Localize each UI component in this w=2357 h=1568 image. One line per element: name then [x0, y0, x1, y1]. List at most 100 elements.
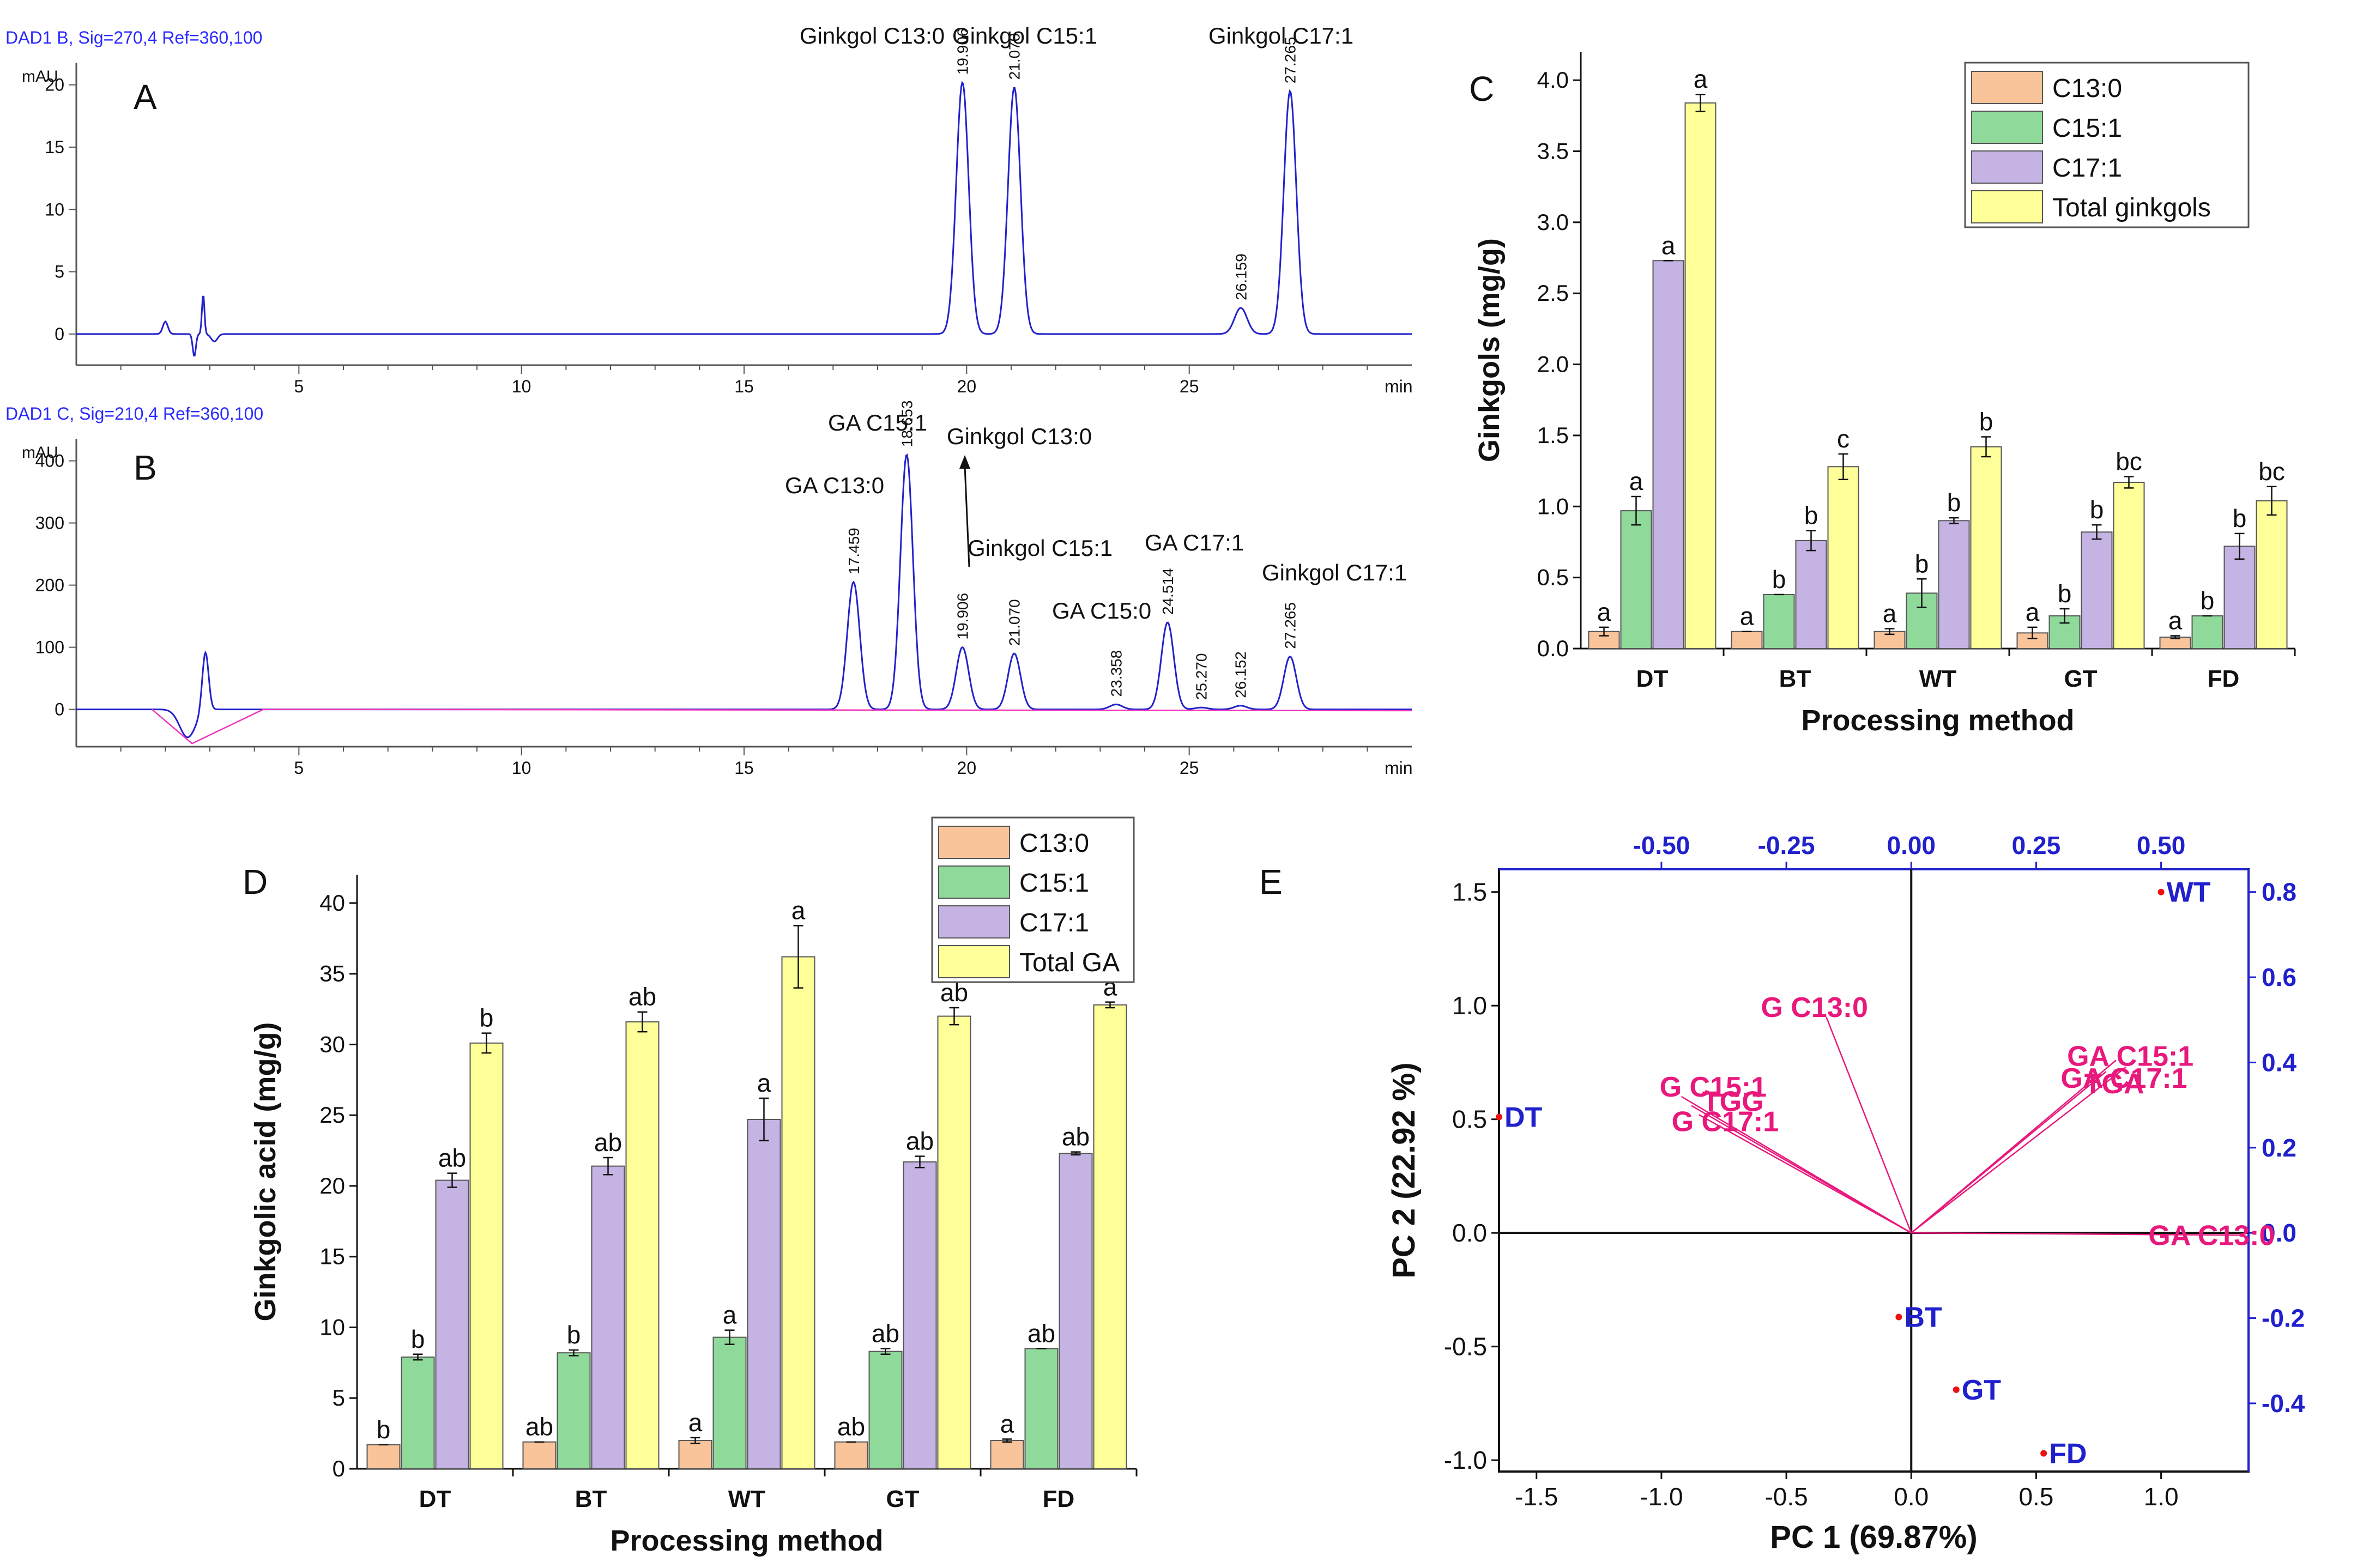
significance-letter: a: [1694, 65, 1708, 93]
loading-label: TGG: [1702, 1086, 1764, 1118]
legend-label: Total GA: [1019, 948, 1120, 977]
category-label: DT: [419, 1486, 451, 1512]
significance-letter: a: [688, 1408, 703, 1437]
legend-label: Total ginkgols: [2052, 193, 2211, 222]
peak-annotation: GA C15:1: [828, 410, 927, 435]
bar-c15-1: [401, 1356, 435, 1469]
loading-vector: [1691, 1105, 1912, 1234]
x-tick-label: -1.0: [1640, 1482, 1683, 1511]
y-tick-label: 0.0: [1537, 635, 1569, 661]
right-tick-label: -0.2: [2262, 1304, 2305, 1333]
bar-c17-1: [903, 1161, 937, 1469]
bar-c13-0: [834, 1441, 868, 1469]
significance-letter: ab: [525, 1413, 553, 1441]
peak-annotation: Ginkgol C17:1: [1262, 560, 1407, 585]
legend-label: C15:1: [1019, 869, 1089, 898]
significance-letter: b: [1979, 408, 1993, 436]
y-tick-label: 400: [35, 451, 64, 471]
significance-letter: a: [1597, 598, 1611, 626]
y-tick-label: 30: [319, 1031, 345, 1057]
ginkgols-bar-chart: 0.00.51.01.52.02.53.03.54.0DTaaaaBTabbcW…: [1469, 52, 2296, 737]
significance-letter: a: [723, 1301, 737, 1329]
x-tick-label: 0.0: [1894, 1482, 1929, 1511]
y-tick-label: -0.5: [1444, 1333, 1487, 1361]
x-tick-label: 20: [957, 377, 977, 396]
y-tick-label: 3.0: [1537, 209, 1569, 235]
bar-c13-0: [1731, 631, 1763, 649]
peak-rt-label: 27.265: [1282, 37, 1299, 84]
legend-label: C15:1: [2052, 114, 2122, 143]
y-unit-label: mAU: [22, 444, 58, 462]
annotation-arrow: [964, 465, 970, 567]
x-axis-title: PC 1 (69.87%): [1770, 1519, 1977, 1555]
bar-c15-1: [1620, 510, 1652, 649]
y-tick-label: 1.5: [1452, 878, 1487, 906]
bar-total-ga: [937, 1015, 971, 1469]
legend-swatch: [1971, 111, 2043, 144]
y-tick-label: 3.5: [1537, 138, 1569, 164]
legend-label: C13:0: [1019, 829, 1089, 858]
significance-letter: b: [2233, 504, 2247, 532]
bar-c15-1: [1763, 594, 1795, 650]
y-tick-label: 300: [35, 513, 64, 533]
significance-letter: a: [1740, 602, 1754, 631]
x-tick-label: 25: [1180, 377, 1199, 396]
peak-rt-label: 26.159: [1232, 253, 1249, 300]
score-label: BT: [1904, 1301, 1942, 1333]
peak-rt-label: 23.358: [1108, 650, 1125, 697]
y-tick-label: 0.5: [1452, 1105, 1487, 1134]
peak-compound-label: Ginkgol C15:1: [952, 23, 1097, 49]
right-tick-label: -0.4: [2262, 1389, 2305, 1418]
significance-letter: a: [1661, 231, 1676, 259]
legend-swatch: [938, 945, 1010, 978]
panel-label: A: [134, 77, 157, 117]
panel-label: D: [243, 862, 268, 901]
legend-label: C17:1: [1019, 909, 1089, 937]
chromatogram-a: DAD1 B, Sig=270,4 Ref=360,100 mAU A 5 10 15 20…: [5, 23, 1413, 396]
y-axis-title: Ginkgols (mg/g): [1473, 238, 1506, 462]
score-point: [1496, 1113, 1502, 1121]
y-tick-label: 0.0: [1452, 1219, 1487, 1247]
loading-label: G C17:1: [1672, 1106, 1779, 1137]
right-tick-label: 0.6: [2262, 963, 2296, 991]
panel-label: C: [1469, 69, 1494, 108]
y-tick-label: 5: [333, 1385, 345, 1410]
bar-c13-0: [366, 1444, 401, 1469]
plot-frame: [1498, 868, 2250, 1473]
chromatogram-b: DAD1 C, Sig=210,4 Ref=360,100 mAU B 5 10 15 20…: [5, 401, 1413, 778]
y-tick-label: 2.0: [1537, 352, 1569, 377]
peak-rt-label: 17.459: [845, 528, 862, 574]
peak-compound-label: Ginkgol C17:1: [1208, 23, 1353, 49]
x-axis-title: Processing method: [1801, 704, 2074, 737]
score-label: DT: [1504, 1102, 1543, 1134]
x-tick-label: 10: [512, 377, 531, 396]
chromatogram-header: DAD1 B, Sig=270,4 Ref=360,100: [5, 28, 262, 47]
significance-letter: ab: [872, 1319, 899, 1347]
significance-letter: bc: [2258, 457, 2285, 486]
bar-c17-1: [1059, 1153, 1093, 1470]
x-tick-label: 15: [734, 377, 754, 396]
bar-c17-1: [747, 1118, 781, 1469]
significance-letter: c: [1837, 425, 1850, 453]
bar-c15-1: [1024, 1348, 1059, 1470]
peak-rt-label: 19.906: [954, 28, 971, 75]
peak-annotation: GA C17:1: [1145, 530, 1244, 555]
loading-label: G C15:1: [1660, 1071, 1767, 1103]
significance-letter: ab: [438, 1144, 466, 1172]
signal-trace: [76, 453, 1412, 738]
x-tick-label: 25: [1180, 758, 1199, 778]
peak-rt-label: 27.265: [1282, 602, 1299, 649]
loading-vector: [1911, 1066, 2127, 1234]
panel-label: B: [134, 448, 157, 487]
significance-letter: ab: [1028, 1319, 1055, 1347]
category-label: BT: [575, 1486, 607, 1512]
bar-c17-1: [1652, 260, 1684, 649]
y-tick-label: 1.0: [1452, 991, 1487, 1020]
loading-label: GA C17:1: [2060, 1063, 2187, 1094]
bar-c15-1: [2191, 615, 2223, 650]
loading-vector: [1826, 1016, 1912, 1233]
top-tick-label: 0.25: [2012, 831, 2061, 859]
y-tick-label: 20: [45, 75, 64, 95]
significance-letter: b: [2201, 586, 2215, 615]
right-tick-label: 0.8: [2262, 878, 2296, 906]
